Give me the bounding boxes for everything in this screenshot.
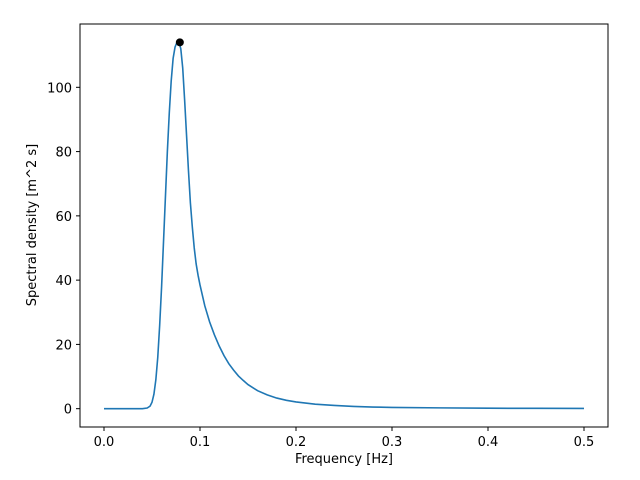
x-tick-label: 0.5: [574, 435, 595, 450]
y-tick-label: 40: [55, 274, 72, 289]
x-axis-label: Frequency [Hz]: [295, 452, 393, 467]
y-tick-label: 0: [64, 403, 72, 418]
x-tick-label: 0.4: [478, 435, 499, 450]
x-tick-label: 0.3: [382, 435, 403, 450]
series-line: [104, 40, 585, 410]
y-tick-label: 100: [47, 81, 72, 96]
plot-frame: [79, 23, 609, 428]
y-tick-label: 80: [55, 146, 72, 161]
x-tick-label: 0.2: [286, 435, 307, 450]
y-axis-ticks: 0 20 40 60 80 100: [47, 81, 80, 418]
x-axis-ticks: 0.0 0.1 0.2 0.3 0.4 0.5: [94, 427, 595, 450]
x-tick-label: 0.1: [190, 435, 211, 450]
y-tick-label: 20: [55, 338, 72, 353]
y-axis-label: Spectral density [m^2 s]: [25, 144, 40, 306]
y-tick-label: 60: [55, 210, 72, 225]
peak-marker: [175, 38, 184, 47]
x-tick-label: 0.0: [94, 435, 115, 450]
